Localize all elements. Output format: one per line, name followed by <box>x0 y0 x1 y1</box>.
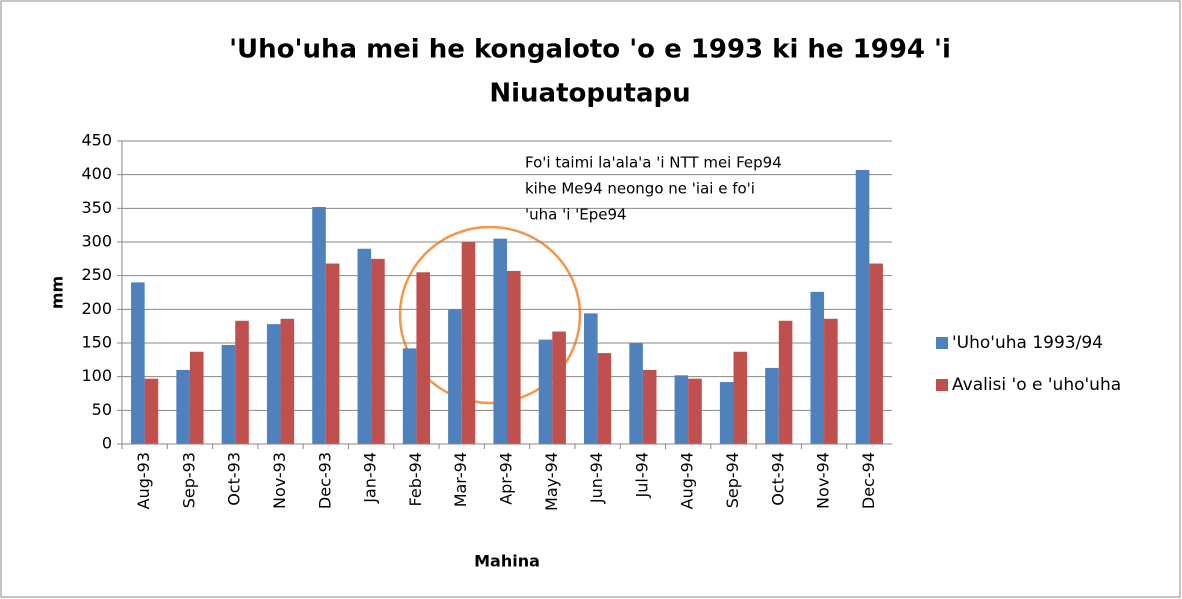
annotation: 'uha 'i 'Epe94 <box>525 206 627 224</box>
x-tick-label: Jul-94 <box>632 452 651 498</box>
x-tick-label: Aug-94 <box>678 452 697 509</box>
chart-title: 'Uho'uha mei he kongaloto 'o e 1993 ki h… <box>229 35 951 65</box>
x-tick-label: Aug-93 <box>134 452 153 509</box>
bar <box>266 324 281 444</box>
x-tick-label: Oct-93 <box>225 452 244 506</box>
bar <box>144 378 159 444</box>
x-tick-label: Sep-94 <box>723 452 742 508</box>
y-tick-label: 200 <box>81 299 112 318</box>
y-tick-label: 150 <box>81 333 112 352</box>
bar <box>189 351 204 444</box>
bar <box>629 343 643 444</box>
x-tick-label: Dec-94 <box>859 452 878 509</box>
x-tick-label: Mar-94 <box>451 452 470 507</box>
y-tick-label: 400 <box>81 164 112 183</box>
bar <box>325 263 340 444</box>
bar <box>778 320 793 444</box>
bar <box>688 378 702 444</box>
bar <box>461 242 476 444</box>
bar <box>176 369 190 444</box>
x-tick-label: Oct-94 <box>768 452 787 506</box>
bar <box>221 345 236 444</box>
bar <box>448 309 462 444</box>
bar <box>371 258 385 444</box>
bar <box>642 369 657 444</box>
y-tick-label: 100 <box>81 366 112 385</box>
bar <box>584 313 598 444</box>
legend-label: 'Uho'uha 1993/94 <box>952 333 1103 353</box>
bar <box>552 331 566 444</box>
annotation: Fo'i taimi la'ala'a 'i NTT mei Fep94 <box>525 154 782 172</box>
annotation: kihe Me94 neongo ne 'iai e fo'i <box>525 180 755 198</box>
x-tick-label: Nov-93 <box>270 452 289 509</box>
x-tick-label: Sep-93 <box>179 452 198 508</box>
y-tick-label: 300 <box>81 232 112 251</box>
bar <box>416 272 430 444</box>
x-tick-label: Dec-93 <box>315 452 334 509</box>
bar <box>131 282 145 444</box>
highlight-circle <box>398 225 582 405</box>
bar <box>855 169 870 444</box>
x-tick-label: May-94 <box>542 452 561 511</box>
bar <box>597 353 612 444</box>
legend-label: Avalisi 'o e 'uho'uha <box>952 375 1121 395</box>
y-tick-label: 50 <box>92 400 112 419</box>
x-tick-label: Jun-94 <box>587 452 606 504</box>
x-tick-label: Apr-94 <box>497 452 516 505</box>
y-tick-label: 250 <box>81 265 112 284</box>
bar <box>357 248 372 444</box>
bar <box>810 291 825 444</box>
bar <box>507 270 521 444</box>
y-tick-label: 450 <box>81 131 112 150</box>
y-tick-label: 0 <box>102 434 112 453</box>
bar <box>402 348 417 444</box>
legend-swatch <box>936 379 948 391</box>
bar <box>674 375 689 444</box>
bar <box>719 382 734 444</box>
bar <box>493 238 507 444</box>
bar <box>538 339 553 444</box>
y-axis-label: mm <box>48 276 67 309</box>
chart-title: Niuatoputapu <box>489 79 690 109</box>
x-tick-label: Feb-94 <box>406 452 425 506</box>
bar <box>765 367 779 444</box>
x-axis-label: Mahina <box>474 552 540 571</box>
bar <box>869 263 883 444</box>
y-tick-label: 350 <box>81 198 112 217</box>
legend-swatch <box>936 337 948 349</box>
bar <box>824 318 838 444</box>
bar <box>280 318 295 444</box>
bar <box>733 351 748 444</box>
bar <box>235 320 249 444</box>
x-tick-label: Jan-94 <box>361 452 380 504</box>
x-tick-label: Nov-94 <box>814 452 833 509</box>
bar <box>312 206 326 444</box>
